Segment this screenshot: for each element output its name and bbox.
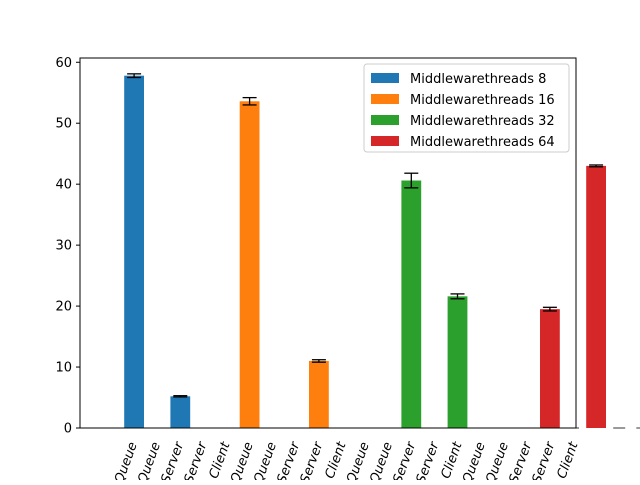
y-tick-label-4: 40 [55, 178, 72, 193]
legend: Middlewarethreads 8 Middlewarethreads 16 M… [363, 63, 570, 153]
axes-layer [79, 57, 577, 429]
error-bar-s0-3 [173, 395, 188, 398]
legend-swatch-0 [371, 73, 399, 83]
error-bar-s1-3 [311, 359, 326, 363]
y-tick-label-3: 30 [55, 239, 72, 254]
error-bar-s3-3 [589, 164, 604, 168]
bar-s1-0 [239, 101, 260, 429]
legend-label-1: Middlewarethreads 16 [410, 93, 555, 108]
x-tick-label-19: Client [555, 439, 582, 480]
error-bar-s2-3 [450, 293, 465, 300]
legend-label-2: Middlewarethreads 32 [410, 114, 555, 129]
bars-layer [105, 73, 640, 429]
bar-s3-3 [586, 165, 606, 428]
legend-label-0: Middlewarethreads 8 [410, 72, 546, 87]
legend-label-3: Middlewarethreads 64 [410, 135, 555, 150]
bar-s1-3 [309, 360, 329, 428]
legend-swatch-2 [371, 115, 399, 125]
bar-s2-3 [447, 296, 468, 428]
bar-s2-1 [401, 180, 422, 428]
y-tick-label-0: 0 [64, 422, 72, 437]
error-bar-s3-1 [542, 306, 557, 312]
y-tick-label-6: 60 [55, 56, 72, 71]
legend-box [363, 63, 570, 153]
x-tick-label-0: Queue [112, 440, 141, 480]
legend-swatch-1 [371, 94, 399, 104]
plot-frame [79, 57, 577, 429]
legend-swatch-3 [371, 136, 399, 146]
bar-s0-3 [170, 396, 191, 428]
y-tick-label-1: 10 [55, 361, 72, 376]
error-bar-s2-1 [404, 172, 419, 189]
bar-s0-1 [124, 75, 144, 429]
bar-s3-1 [540, 309, 560, 428]
y-tick-label-5: 50 [55, 117, 72, 132]
y-tick-label-2: 20 [55, 300, 72, 315]
error-bar-s1-0 [242, 96, 257, 106]
error-bar-s0-1 [127, 73, 142, 79]
